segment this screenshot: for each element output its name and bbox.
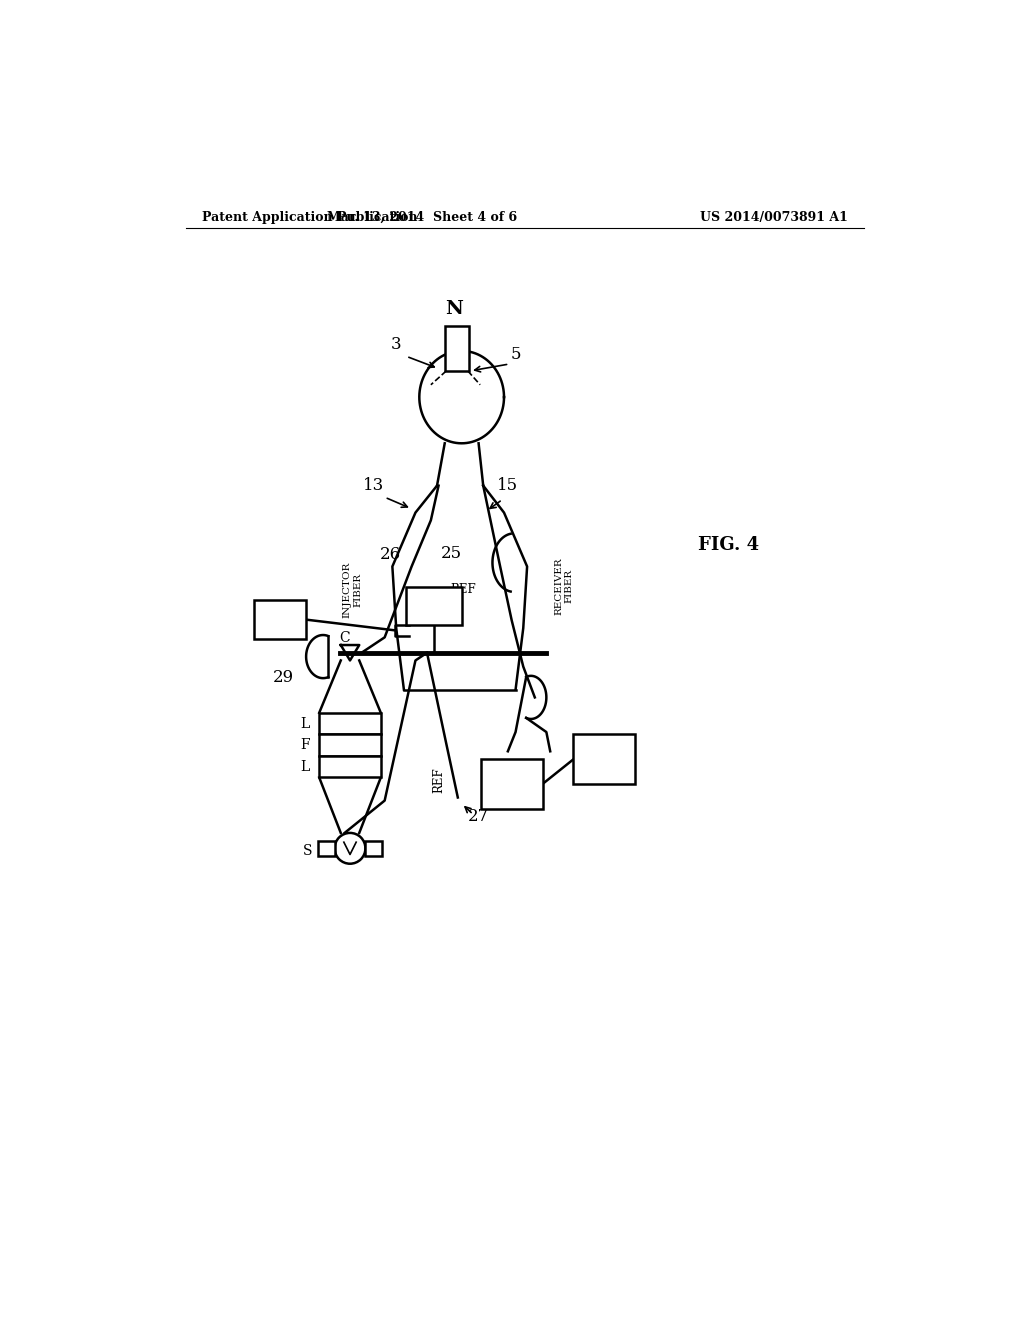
Bar — [319, 756, 381, 777]
Text: 29: 29 — [272, 669, 294, 686]
Bar — [407, 586, 462, 626]
Text: N: N — [445, 300, 463, 318]
Bar — [319, 734, 381, 756]
Text: L: L — [301, 717, 310, 730]
Text: 25: 25 — [440, 545, 462, 562]
Bar — [366, 841, 382, 855]
Text: FIG. 4: FIG. 4 — [698, 536, 760, 553]
Text: 19: 19 — [500, 777, 523, 796]
Text: 13: 13 — [364, 477, 384, 494]
Bar — [319, 713, 381, 734]
Text: 3: 3 — [391, 337, 401, 354]
Bar — [254, 601, 306, 639]
Text: 15: 15 — [498, 477, 518, 494]
Text: Mar. 13, 2014  Sheet 4 of 6: Mar. 13, 2014 Sheet 4 of 6 — [328, 211, 517, 224]
Bar — [317, 841, 335, 855]
Text: INJECTOR
FIBER: INJECTOR FIBER — [343, 561, 362, 618]
Text: 26: 26 — [380, 545, 401, 562]
Text: REF: REF — [451, 583, 476, 597]
Bar — [481, 759, 543, 809]
Text: 5: 5 — [510, 346, 521, 363]
Bar — [444, 326, 469, 371]
Text: RECEIVER
FIBER: RECEIVER FIBER — [554, 557, 573, 615]
Text: MOTOR: MOTOR — [410, 601, 459, 611]
Text: Patent Application Publication: Patent Application Publication — [202, 211, 417, 224]
Text: 27: 27 — [468, 808, 489, 825]
Text: C: C — [339, 631, 350, 645]
Text: F: F — [300, 738, 310, 752]
Text: 28: 28 — [269, 614, 291, 631]
Text: REF: REF — [432, 767, 445, 793]
Text: L: L — [301, 760, 310, 774]
Text: US 2014/0073891 A1: US 2014/0073891 A1 — [700, 211, 848, 224]
Bar — [573, 734, 635, 784]
Text: 20: 20 — [593, 754, 615, 771]
Text: S: S — [303, 845, 312, 858]
